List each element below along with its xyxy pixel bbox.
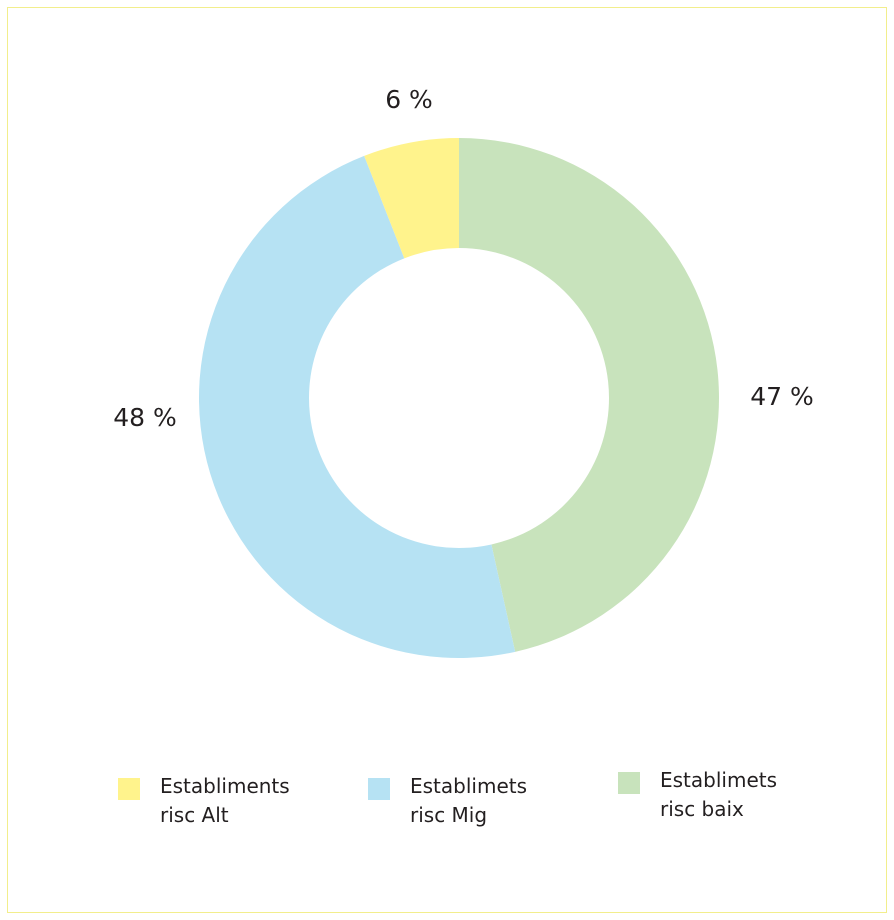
legend-swatch-alt [118, 778, 140, 800]
value-label-baix: 47 % [750, 382, 814, 411]
legend-label-alt: Establiments risc Alt [160, 774, 290, 827]
donut-slice-alt [364, 138, 459, 259]
legend-item-mig: Establimets risc Mig [368, 774, 527, 830]
donut-slice-mig [198, 155, 516, 659]
donut-slices [198, 138, 720, 659]
value-label-mig: 48 % [113, 403, 177, 432]
donut-value-labels: 47 % 48 % 6 % [113, 85, 814, 432]
legend-swatch-mig [368, 778, 390, 800]
legend-swatch-baix [618, 772, 640, 794]
legend-item-alt: Establiments risc Alt [118, 774, 290, 830]
legend-label-baix: Establimets risc baix [660, 768, 778, 821]
legend-label-mig: Establimets risc Mig [410, 774, 528, 827]
chart-legend: Establiments risc Alt Establimets risc M… [0, 768, 894, 848]
value-label-alt: 6 % [385, 85, 433, 114]
donut-slice-baix [459, 138, 720, 652]
legend-item-baix: Establimets risc baix [618, 768, 777, 824]
chart-frame [7, 7, 887, 913]
